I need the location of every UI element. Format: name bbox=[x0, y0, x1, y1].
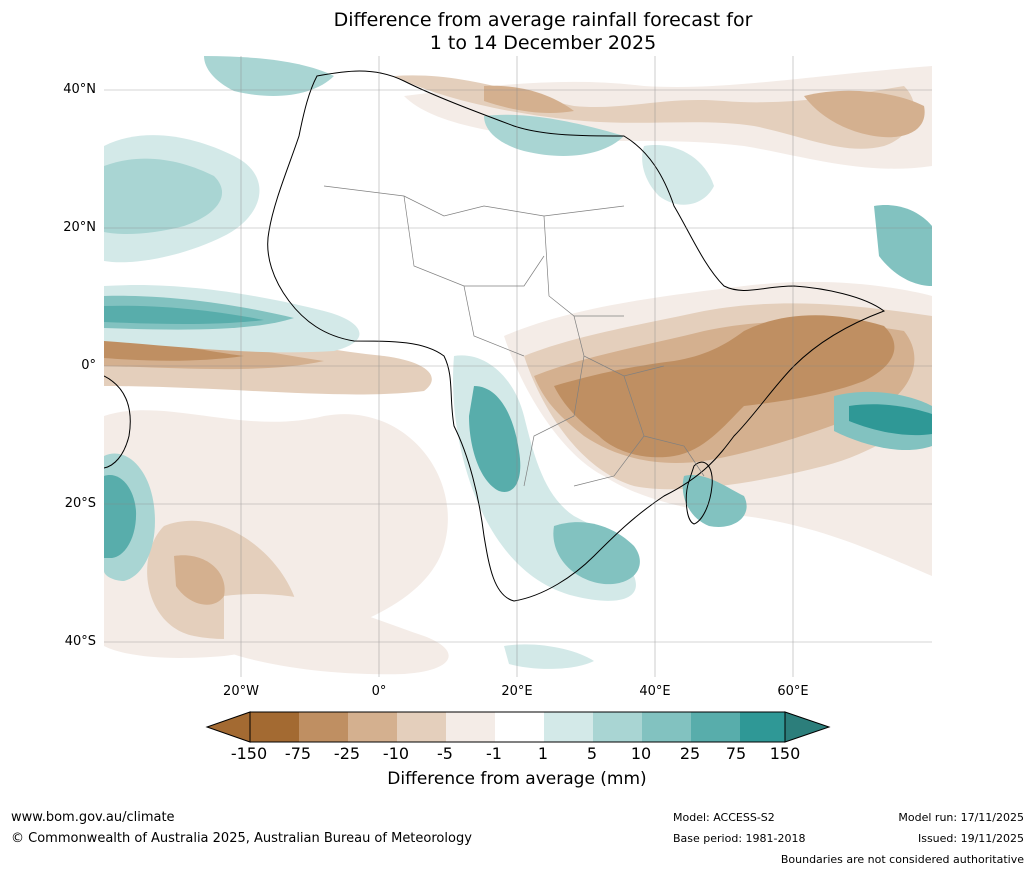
footer-issued: Issued: 19/11/2025 bbox=[917, 832, 1024, 845]
lat-label-0: 0° bbox=[81, 358, 96, 373]
footer-url[interactable]: www.bom.gov.au/climate bbox=[11, 810, 175, 825]
footer-copyright: © Commonwealth of Australia 2025, Austra… bbox=[11, 831, 472, 846]
lon-label-0: 0° bbox=[371, 684, 387, 699]
colorbar-label: 1 bbox=[537, 744, 549, 763]
colorbar-segment bbox=[544, 712, 593, 742]
colorbar-segment bbox=[691, 712, 740, 742]
country-borders bbox=[323, 185, 705, 487]
colorbar-label: 10 bbox=[630, 744, 652, 763]
colorbar-segment bbox=[740, 712, 785, 742]
map-title: Difference from average rainfall forecas… bbox=[0, 9, 1035, 55]
lat-label-20n: 20°N bbox=[63, 220, 96, 235]
colorbar-label: 5 bbox=[586, 744, 598, 763]
colorbar-segment bbox=[642, 712, 691, 742]
colorbar-label: -1 bbox=[486, 744, 502, 763]
colorbar-label: -150 bbox=[230, 744, 268, 763]
colorbar bbox=[205, 711, 831, 743]
colorbar-label: 25 bbox=[679, 744, 701, 763]
lat-label-40n: 40°N bbox=[63, 82, 96, 97]
coastlines bbox=[104, 70, 886, 602]
colorbar-segment bbox=[348, 712, 397, 742]
lat-label-20s: 20°S bbox=[64, 496, 96, 511]
lon-label-60e: 60°E bbox=[777, 684, 809, 699]
rainfall-map bbox=[104, 56, 932, 677]
colorbar-segment bbox=[299, 712, 348, 742]
footer-base-period: Base period: 1981-2018 bbox=[673, 832, 806, 845]
colorbar-label: -75 bbox=[284, 744, 312, 763]
colorbar-high-extend bbox=[784, 711, 831, 743]
colorbar-segment bbox=[593, 712, 642, 742]
graticule bbox=[104, 56, 932, 677]
footer-model: Model: ACCESS-S2 bbox=[673, 811, 775, 824]
lat-label-40s: 40°S bbox=[64, 634, 96, 649]
lon-label-20w: 20°W bbox=[223, 684, 259, 699]
wet-anomaly-areas bbox=[104, 56, 932, 669]
title-line-2: 1 to 14 December 2025 bbox=[429, 32, 657, 54]
colorbar-label: 75 bbox=[725, 744, 747, 763]
colorbar-label: -10 bbox=[382, 744, 410, 763]
colorbar-label: 150 bbox=[769, 744, 801, 763]
footer-model-run: Model run: 17/11/2025 bbox=[898, 811, 1024, 824]
colorbar-label: -5 bbox=[437, 744, 453, 763]
colorbar-segment bbox=[446, 712, 495, 742]
title-line-1: Difference from average rainfall forecas… bbox=[333, 9, 753, 31]
colorbar-low-extend bbox=[205, 711, 251, 743]
colorbar-title: Difference from average (mm) bbox=[387, 769, 647, 789]
colorbar-segment bbox=[495, 712, 544, 742]
colorbar-segment bbox=[250, 712, 299, 742]
colorbar-label: -25 bbox=[333, 744, 361, 763]
footer-disclaimer: Boundaries are not considered authoritat… bbox=[780, 853, 1024, 866]
lon-label-40e: 40°E bbox=[639, 684, 671, 699]
colorbar-segment bbox=[397, 712, 446, 742]
lon-label-20e: 20°E bbox=[501, 684, 533, 699]
